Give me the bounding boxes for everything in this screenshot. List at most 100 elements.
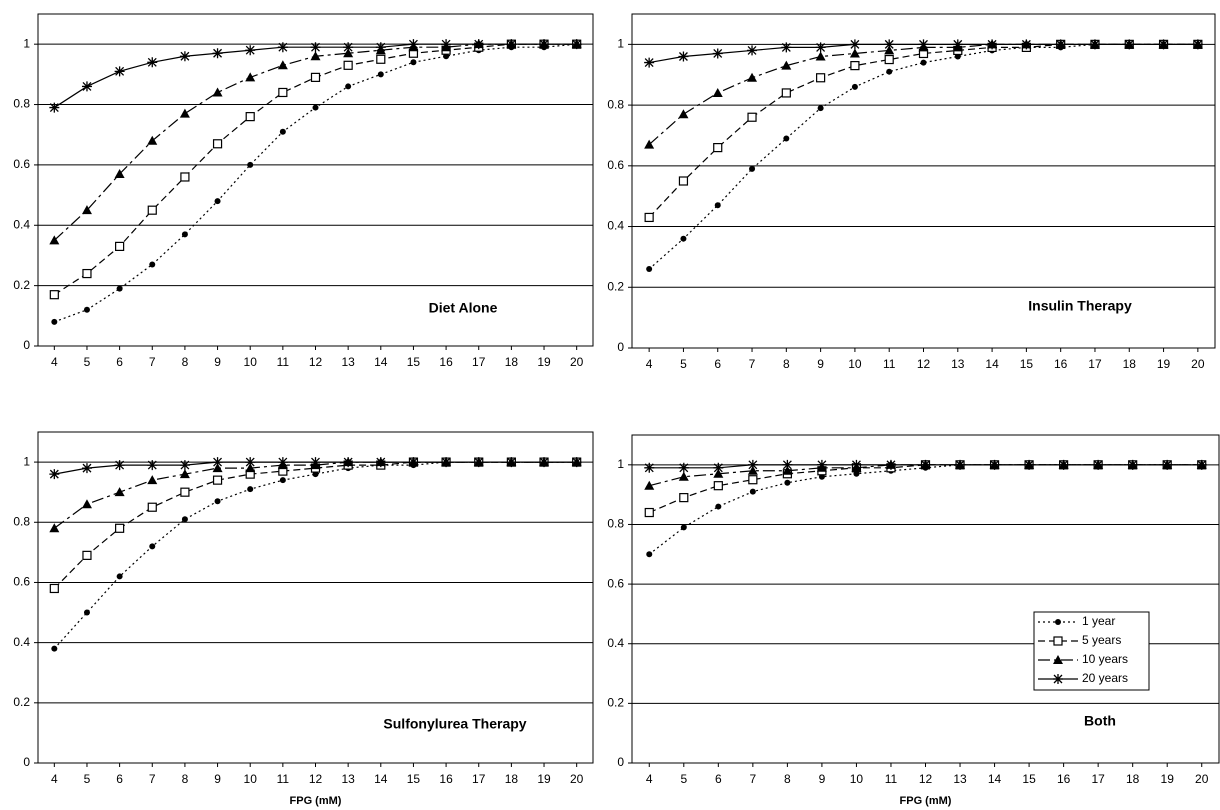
- marker: [571, 457, 582, 468]
- marker: [884, 45, 895, 55]
- marker: [955, 459, 966, 470]
- marker: [473, 457, 484, 468]
- x-tick-label: 20: [570, 355, 584, 369]
- marker: [247, 161, 254, 168]
- marker: [408, 39, 419, 50]
- x-tick-label: 12: [309, 355, 323, 369]
- marker: [1058, 459, 1069, 470]
- x-tick-label: 14: [374, 772, 388, 786]
- x-tick-label: 13: [341, 772, 355, 786]
- marker: [678, 51, 689, 62]
- marker: [1196, 459, 1207, 470]
- marker: [81, 499, 92, 509]
- marker: [441, 457, 452, 468]
- marker: [713, 481, 723, 491]
- marker: [114, 460, 125, 471]
- marker: [49, 235, 60, 245]
- marker: [343, 457, 354, 468]
- marker: [1093, 459, 1104, 470]
- marker: [81, 81, 92, 92]
- marker: [1162, 459, 1173, 470]
- panel-title: Sulfonylurea Therapy: [383, 716, 526, 732]
- series-line: [648, 464, 1202, 555]
- y-tick-label: 0.8: [13, 514, 30, 528]
- x-tick-label: 16: [439, 355, 453, 369]
- marker: [245, 72, 256, 82]
- y-tick-label: 0.2: [607, 279, 624, 293]
- y-tick-label: 0.8: [607, 97, 624, 111]
- marker: [179, 460, 190, 471]
- marker: [49, 102, 60, 113]
- y-tick-label: 0: [23, 755, 30, 769]
- x-tick-label: 19: [537, 772, 551, 786]
- x-tick-label: 7: [149, 772, 156, 786]
- x-tick-label: 12: [309, 772, 323, 786]
- marker: [214, 498, 221, 505]
- legend-label: 1 year: [1082, 614, 1115, 628]
- marker: [278, 87, 288, 98]
- marker: [747, 72, 758, 82]
- marker: [245, 463, 256, 473]
- marker: [506, 39, 517, 50]
- y-tick-label: 0.6: [13, 575, 30, 589]
- x-tick-label: 4: [646, 772, 653, 786]
- x-tick-label: 10: [244, 772, 258, 786]
- marker: [849, 48, 860, 58]
- y-tick-label: 0.2: [13, 278, 30, 292]
- marker: [816, 73, 826, 83]
- marker: [884, 54, 894, 65]
- marker: [147, 460, 158, 471]
- y-tick-label: 1: [617, 37, 624, 51]
- marker: [678, 471, 689, 481]
- y-tick-label: 0: [617, 340, 624, 354]
- series-line: [648, 43, 1198, 270]
- x-tick-label: 11: [885, 772, 898, 786]
- marker: [1127, 459, 1138, 470]
- marker: [748, 475, 758, 485]
- marker: [1053, 636, 1063, 646]
- y-tick-label: 0.4: [607, 636, 624, 650]
- x-tick-label: 4: [51, 355, 58, 369]
- x-tick-label: 7: [750, 772, 757, 786]
- marker: [644, 480, 655, 490]
- marker: [1089, 39, 1100, 50]
- x-tick-label: 5: [84, 772, 91, 786]
- x-tick-label: 6: [116, 355, 123, 369]
- marker: [987, 39, 998, 50]
- x-axis-label: FPG (mM): [290, 795, 342, 807]
- marker: [884, 39, 895, 50]
- marker: [1055, 619, 1061, 625]
- marker: [816, 459, 827, 470]
- x-tick-label: 5: [84, 355, 91, 369]
- marker: [1024, 459, 1035, 470]
- x-tick-label: 18: [1126, 772, 1140, 786]
- y-tick-label: 0.2: [607, 696, 624, 710]
- x-tick-label: 5: [680, 772, 687, 786]
- marker: [539, 39, 550, 50]
- marker: [886, 68, 893, 75]
- marker: [918, 39, 929, 50]
- y-tick-label: 0.4: [13, 217, 30, 231]
- marker: [920, 459, 931, 470]
- x-tick-label: 13: [341, 355, 355, 369]
- marker: [850, 61, 860, 71]
- marker: [247, 486, 254, 493]
- marker: [678, 176, 689, 186]
- marker: [377, 71, 384, 78]
- x-tick-label: 19: [537, 355, 551, 369]
- marker: [279, 477, 286, 484]
- marker: [747, 465, 758, 475]
- marker: [817, 105, 824, 112]
- x-tick-label: 16: [1054, 357, 1068, 371]
- marker: [1055, 39, 1066, 50]
- x-tick-label: 20: [1195, 772, 1209, 786]
- marker: [49, 583, 59, 594]
- marker: [713, 143, 723, 153]
- y-tick-label: 0.8: [13, 97, 30, 111]
- marker: [245, 457, 256, 468]
- x-tick-label: 20: [1191, 357, 1205, 371]
- marker: [115, 523, 125, 533]
- marker: [1021, 39, 1032, 50]
- x-tick-label: 6: [714, 357, 721, 371]
